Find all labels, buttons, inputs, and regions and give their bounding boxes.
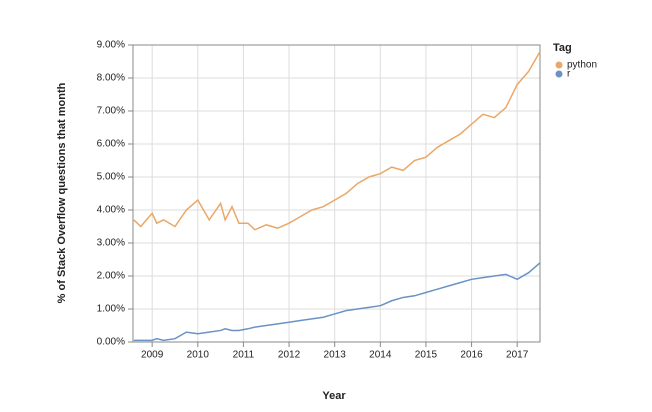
y-tick-label: 8.00% — [97, 73, 125, 84]
legend-label: r — [567, 69, 571, 80]
y-tick-label: 0.00% — [97, 337, 125, 348]
legend-symbol — [555, 70, 563, 78]
line — [133, 262, 541, 342]
legend-title: Tag — [553, 42, 572, 54]
x-tick-label: 2009 — [141, 350, 164, 361]
y-axis-title: % of Stack Overflow questions that month — [56, 82, 68, 303]
x-tick-label: 2014 — [369, 350, 392, 361]
plot-frame — [132, 44, 541, 343]
x-tick-label: 2013 — [324, 350, 347, 361]
x-tick-label: 2012 — [278, 350, 301, 361]
y-tick-label: 4.00% — [97, 205, 125, 216]
x-tick-label: 2010 — [187, 350, 210, 361]
y-tick-label: 5.00% — [97, 172, 125, 183]
x-tick-label: 2015 — [415, 350, 438, 361]
x-tick-label: 2017 — [506, 350, 529, 361]
x-tick-label: 2011 — [233, 350, 255, 361]
x-axis-title: Year — [322, 390, 346, 402]
y-tick-label: 6.00% — [97, 139, 125, 150]
line — [133, 51, 541, 231]
y-tick-label: 3.00% — [97, 238, 125, 249]
legend-label: python — [567, 60, 597, 71]
legend-symbol — [555, 61, 563, 69]
y-tick-label: 9.00% — [97, 40, 125, 51]
y-tick-label: 1.00% — [97, 304, 125, 315]
x-tick-label: 2016 — [460, 350, 483, 361]
y-tick-label: 2.00% — [97, 271, 125, 282]
y-tick-label: 7.00% — [97, 106, 125, 117]
